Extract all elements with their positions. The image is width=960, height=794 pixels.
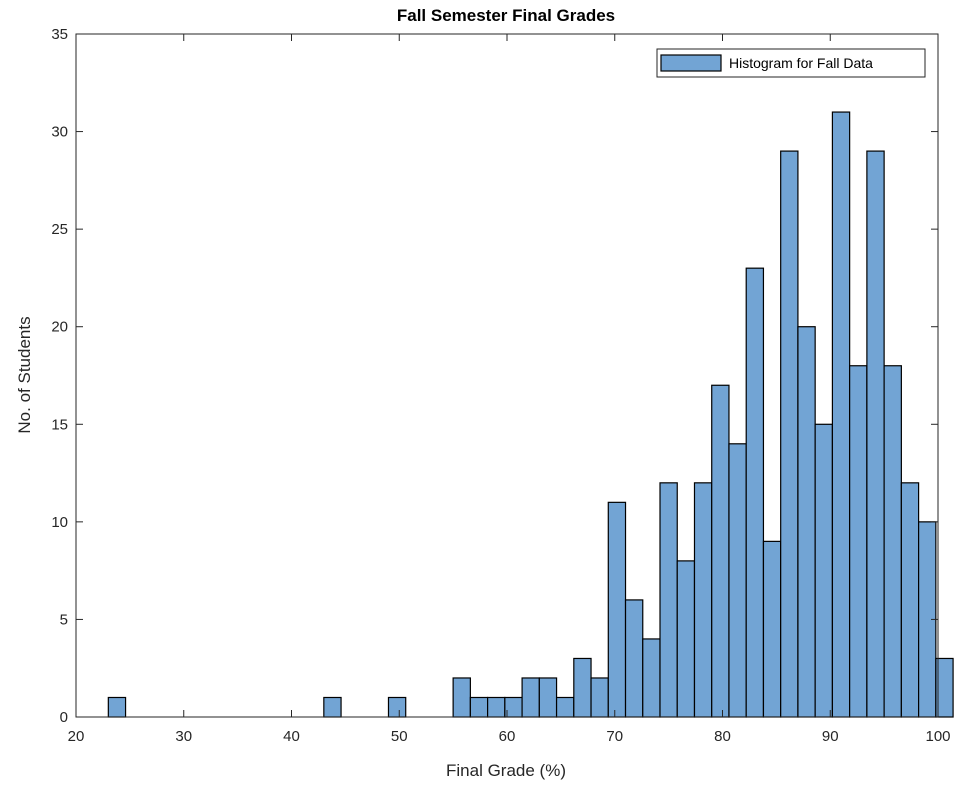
y-axis-label: No. of Students bbox=[15, 316, 34, 433]
histogram-bar bbox=[728, 443, 747, 718]
histogram-bar bbox=[590, 677, 609, 718]
histogram-bar bbox=[935, 657, 954, 718]
y-tick-label: 5 bbox=[60, 611, 68, 628]
histogram-bar bbox=[900, 482, 920, 718]
histogram-bar bbox=[624, 599, 644, 718]
histogram-bar bbox=[711, 384, 730, 718]
histogram-bar bbox=[555, 696, 575, 718]
y-tick-label: 0 bbox=[60, 709, 68, 726]
histogram-bar bbox=[521, 677, 540, 718]
histogram-bar bbox=[883, 365, 902, 718]
x-tick-label: 40 bbox=[283, 728, 300, 745]
histogram-bar bbox=[780, 150, 799, 718]
x-tick-label: 70 bbox=[606, 728, 623, 745]
chart-title: Fall Semester Final Grades bbox=[397, 6, 615, 25]
histogram-bar bbox=[452, 677, 471, 718]
legend-swatch bbox=[660, 54, 722, 72]
y-tick-label: 20 bbox=[51, 319, 68, 336]
histogram-bar bbox=[831, 111, 851, 718]
histogram-bar bbox=[573, 657, 592, 718]
histogram-bar bbox=[849, 365, 868, 718]
x-tick-label: 100 bbox=[925, 728, 950, 745]
x-tick-label: 80 bbox=[714, 728, 731, 745]
histogram-bar bbox=[469, 696, 489, 718]
y-tick-label: 15 bbox=[51, 416, 68, 433]
histogram-bar bbox=[107, 696, 127, 718]
histogram-bar bbox=[762, 540, 782, 718]
histogram-bar bbox=[797, 326, 816, 718]
x-tick-label: 20 bbox=[68, 728, 85, 745]
histogram-bar bbox=[607, 501, 627, 718]
legend: Histogram for Fall Data bbox=[656, 48, 926, 78]
x-tick-label: 30 bbox=[175, 728, 192, 745]
histogram-bar bbox=[745, 267, 765, 718]
y-tick-label: 10 bbox=[51, 514, 68, 531]
histogram-bar bbox=[387, 696, 407, 718]
y-tick-label: 25 bbox=[51, 221, 68, 238]
bars-group bbox=[107, 111, 954, 718]
x-axis-label: Final Grade (%) bbox=[446, 761, 566, 780]
histogram-bar bbox=[814, 423, 834, 718]
x-ticks-group: 20 30 40 50 60 70 80 90 100 bbox=[68, 34, 951, 745]
x-tick-label: 90 bbox=[822, 728, 839, 745]
legend-label: Histogram for Fall Data bbox=[729, 55, 873, 71]
x-tick-label: 60 bbox=[499, 728, 516, 745]
y-tick-label: 30 bbox=[51, 124, 68, 141]
histogram-bar bbox=[676, 560, 696, 718]
histogram-bar bbox=[693, 482, 713, 718]
y-ticks-group: 0 5 10 15 20 25 30 35 bbox=[51, 26, 938, 726]
histogram-bar bbox=[866, 150, 885, 718]
histogram-bar bbox=[642, 638, 661, 718]
histogram-bar bbox=[323, 696, 342, 718]
histogram-bar bbox=[659, 482, 678, 718]
x-tick-label: 50 bbox=[391, 728, 408, 745]
y-tick-label: 35 bbox=[51, 26, 68, 43]
histogram-bar bbox=[538, 677, 558, 718]
histogram-bar bbox=[487, 696, 506, 718]
